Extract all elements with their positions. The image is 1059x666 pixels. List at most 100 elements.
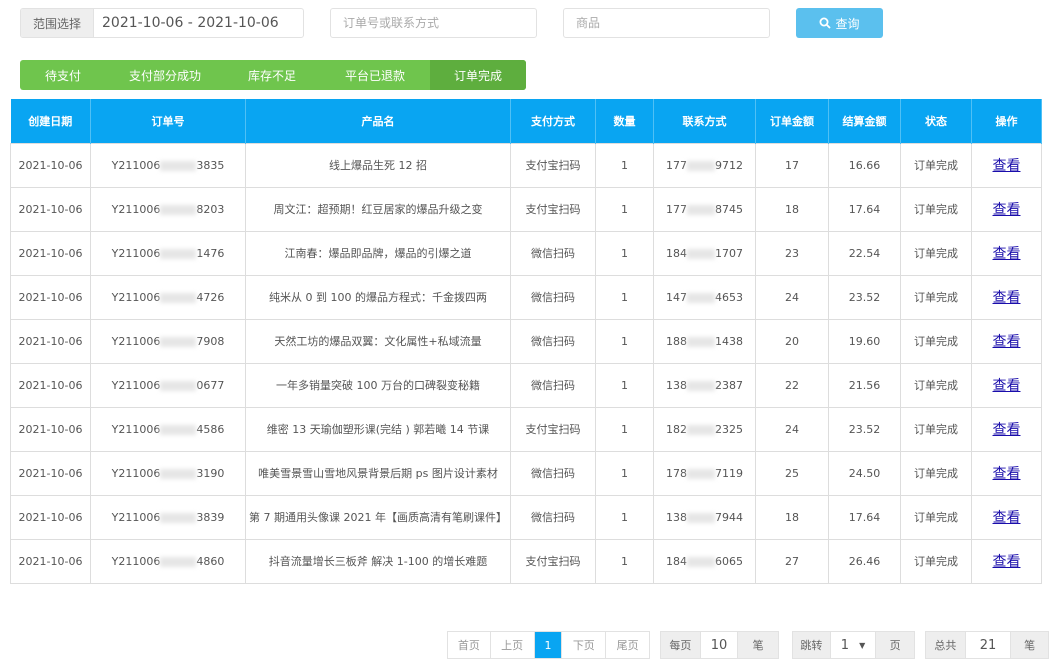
cell-qty: 1 [595,230,654,276]
cell-status: 订单完成 [900,318,972,364]
payment-method: 支付宝扫码 [525,555,581,568]
search-button[interactable]: 查询 [796,8,883,38]
column-header: 操作 [971,99,1042,143]
prev-page-button[interactable]: 上页 [491,632,535,658]
cell-action: 查看 [971,362,1042,408]
view-link[interactable]: 查看 [992,290,1021,306]
cell-payment: 微信扫码 [510,450,596,496]
product-name: 江南春：爆品即品牌，爆品的引爆之道 [284,247,472,260]
cell-payment: 支付宝扫码 [510,142,596,188]
order-prefix: Y211006 [111,202,161,216]
order-suffix: 4586 [196,422,225,436]
view-link[interactable]: 查看 [992,246,1021,262]
view-link[interactable]: 查看 [992,334,1021,350]
order-amount: 24 [785,290,799,304]
cell-date: 2021-10-06 [10,186,91,232]
per-page-input[interactable]: 10 [701,632,739,658]
total-count: 总共 21 笔 [925,631,1049,659]
cell-action: 查看 [971,274,1042,320]
redacted-blur [160,424,197,435]
per-page: 每页 10 笔 [660,631,779,659]
view-link[interactable]: 查看 [992,158,1021,174]
column-header: 数量 [595,99,654,143]
order-suffix: 8203 [196,202,225,216]
cell-order-no: Y211006 7908 [90,318,246,364]
tab-refunded[interactable]: 平台已退款 [344,68,405,83]
range-value[interactable]: 2021-10-06 - 2021-10-06 [102,15,279,31]
status-text: 订单完成 [914,423,958,436]
settle-amount: 19.60 [848,334,881,348]
product-search-input[interactable] [563,8,770,38]
order-suffix: 7908 [196,334,225,348]
tab-partial[interactable]: 支付部分成功 [128,68,201,83]
settle-amount: 23.52 [848,422,881,436]
cell-amount: 20 [755,318,829,364]
redacted-blur [687,556,715,567]
view-link[interactable]: 查看 [992,202,1021,218]
cell-action: 查看 [971,142,1042,188]
phone-suffix: 6065 [715,554,743,568]
cell-settle: 17.64 [828,186,901,232]
date-range-picker[interactable]: 范围选择 2021-10-06 - 2021-10-06 [20,8,304,38]
phone-suffix: 2325 [715,422,743,436]
cell-amount: 18 [755,186,829,232]
jump-select[interactable]: 1 ▼ [831,632,877,658]
cell-status: 订单完成 [900,142,972,188]
status-text: 订单完成 [914,555,958,568]
date-text: 2021-10-06 [18,158,83,172]
column-header: 创建日期 [10,99,91,143]
view-link[interactable]: 查看 [992,378,1021,394]
quantity: 1 [621,158,628,172]
payment-method: 微信扫码 [531,511,575,524]
view-link[interactable]: 查看 [992,554,1021,570]
order-suffix: 1476 [196,246,225,260]
cell-amount: 22 [755,362,829,408]
product-name: 维密 13 天瑜伽塑形课(完结 ) 郭若曦 14 节课 [266,423,490,436]
column-header: 订单号 [90,99,246,143]
status-text: 订单完成 [914,335,958,348]
phone-suffix: 2387 [715,378,743,392]
next-page-button[interactable]: 下页 [562,632,607,658]
cell-date: 2021-10-06 [10,362,91,408]
order-search-input[interactable] [330,8,537,38]
column-header: 支付方式 [510,99,596,143]
settle-amount: 21.56 [848,378,881,392]
cell-qty: 1 [595,538,654,584]
quantity: 1 [621,422,628,436]
tab-pending[interactable]: 待支付 [44,68,81,83]
view-link[interactable]: 查看 [992,510,1021,526]
cell-order-no: Y211006 4860 [90,538,246,584]
view-link[interactable]: 查看 [992,466,1021,482]
cell-settle: 21.56 [828,362,901,408]
total-label: 总共 [926,632,966,658]
cell-contact: 188 1438 [653,318,756,364]
tab-out-of-stock[interactable]: 库存不足 [247,68,296,83]
phone-suffix: 4653 [715,290,743,304]
order-suffix: 3839 [196,510,225,524]
first-page-button[interactable]: 首页 [448,632,491,658]
product-name: 线上爆品生死 12 招 [329,159,427,172]
search-icon [819,17,832,29]
redacted-blur [160,336,197,347]
last-page-button[interactable]: 尾页 [616,639,639,652]
view-link[interactable]: 查看 [992,422,1021,438]
order-suffix: 4860 [196,554,225,568]
caret-down-icon: ▼ [859,640,866,650]
search-label: 查询 [835,16,860,31]
cell-order-no: Y211006 3835 [90,142,246,188]
date-text: 2021-10-06 [18,422,83,436]
phone-prefix: 182 [666,422,687,436]
column-header: 状态 [900,99,972,143]
cell-action: 查看 [971,450,1042,496]
tab-completed[interactable]: 订单完成 [430,60,526,90]
cell-contact: 184 1707 [653,230,756,276]
cell-status: 订单完成 [900,230,972,276]
cell-status: 订单完成 [900,186,972,232]
redacted-blur [687,424,715,435]
phone-suffix: 1438 [715,334,743,348]
current-page[interactable]: 1 [534,632,563,658]
cell-payment: 微信扫码 [510,318,596,364]
cell-contact: 177 8745 [653,186,756,232]
cell-status: 订单完成 [900,494,972,540]
order-suffix: 3835 [196,158,225,172]
